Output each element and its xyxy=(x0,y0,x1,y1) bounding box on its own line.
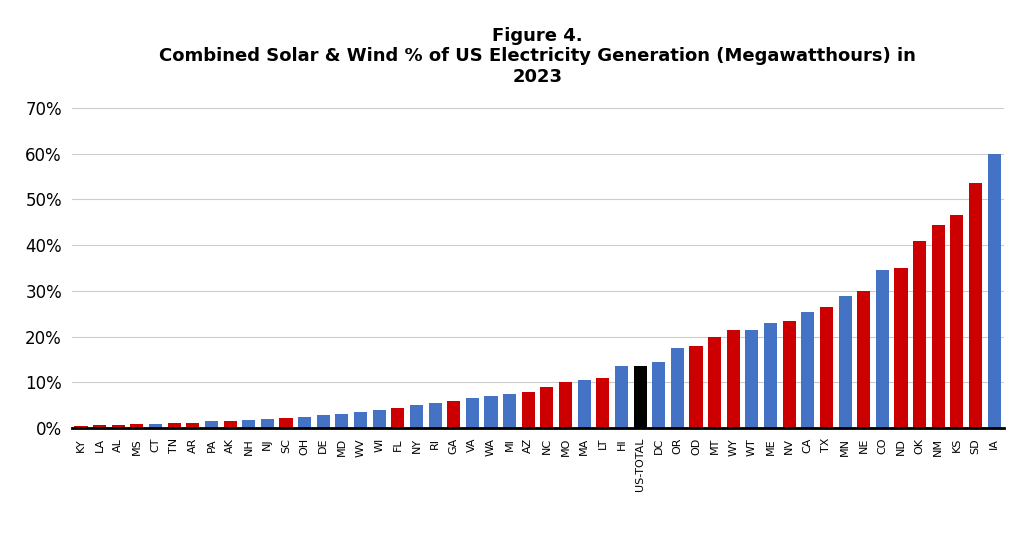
Bar xyxy=(745,330,759,428)
Bar xyxy=(913,240,926,428)
Bar xyxy=(857,291,870,428)
Bar xyxy=(223,421,237,428)
Bar xyxy=(429,403,441,428)
Bar xyxy=(75,426,87,428)
Bar xyxy=(689,346,702,428)
Bar xyxy=(950,216,964,428)
Bar xyxy=(634,367,646,428)
Bar xyxy=(969,183,982,428)
Bar xyxy=(410,405,423,428)
Title: Figure 4.
Combined Solar & Wind % of US Electricity Generation (Megawatthours) i: Figure 4. Combined Solar & Wind % of US … xyxy=(159,26,916,86)
Bar xyxy=(186,423,200,428)
Bar xyxy=(522,391,535,428)
Bar xyxy=(130,424,143,428)
Bar xyxy=(802,312,814,428)
Bar xyxy=(298,417,311,428)
Bar xyxy=(336,414,348,428)
Bar xyxy=(466,399,479,428)
Bar xyxy=(876,271,889,428)
Bar xyxy=(596,378,609,428)
Bar xyxy=(261,419,273,428)
Bar xyxy=(205,422,218,428)
Bar xyxy=(727,330,739,428)
Bar xyxy=(280,418,293,428)
Bar xyxy=(559,383,572,428)
Bar xyxy=(578,380,591,428)
Bar xyxy=(820,307,833,428)
Bar xyxy=(652,362,666,428)
Bar xyxy=(615,367,628,428)
Bar xyxy=(447,401,460,428)
Bar xyxy=(168,423,180,428)
Bar xyxy=(709,337,721,428)
Bar xyxy=(391,407,404,428)
Bar xyxy=(932,225,945,428)
Bar xyxy=(541,387,553,428)
Bar xyxy=(764,323,777,428)
Bar xyxy=(243,420,255,428)
Bar xyxy=(316,416,330,428)
Bar xyxy=(354,412,367,428)
Bar xyxy=(988,154,1000,428)
Bar xyxy=(782,321,796,428)
Bar xyxy=(93,425,106,428)
Bar xyxy=(671,348,684,428)
Bar xyxy=(373,410,386,428)
Bar xyxy=(839,295,852,428)
Bar xyxy=(150,424,162,428)
Bar xyxy=(484,396,498,428)
Bar xyxy=(895,268,907,428)
Bar xyxy=(112,424,125,428)
Bar xyxy=(503,394,516,428)
